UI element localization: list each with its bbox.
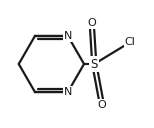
Text: O: O bbox=[98, 100, 106, 110]
Text: N: N bbox=[64, 87, 72, 97]
Text: O: O bbox=[87, 18, 96, 28]
Text: Cl: Cl bbox=[125, 37, 136, 47]
Text: N: N bbox=[64, 31, 72, 41]
Text: S: S bbox=[91, 57, 98, 71]
